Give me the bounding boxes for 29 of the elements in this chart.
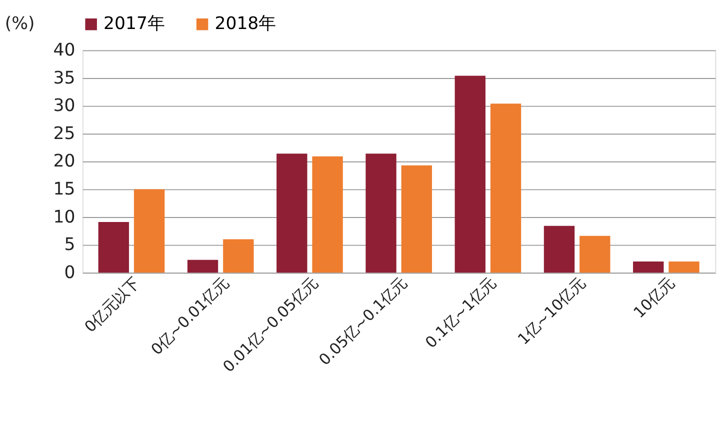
x-tick-label: 0亿元以下 [81, 274, 144, 336]
bar [633, 262, 664, 273]
bar [490, 104, 522, 273]
x-tick-label: 0.1亿~1亿元 [422, 274, 500, 352]
bar [223, 239, 254, 273]
y-tick-label: 40 [53, 40, 76, 60]
bar [187, 260, 218, 273]
bar [312, 156, 343, 273]
bar [544, 226, 575, 273]
y-tick-label: 35 [53, 68, 76, 88]
y-tick-label: 0 [64, 262, 76, 283]
x-tick-label: 10亿元 [630, 274, 678, 322]
bar [366, 154, 396, 273]
bar [401, 165, 432, 273]
bar [668, 262, 700, 273]
bar [580, 236, 610, 273]
y-tick-label: 10 [53, 207, 76, 228]
bar [276, 154, 308, 273]
y-tick-label: 5 [64, 235, 76, 256]
y-axis-title: (%) [4, 14, 35, 34]
y-tick-label: 20 [53, 152, 76, 172]
y-tick-label: 25 [53, 124, 76, 144]
y-tick-label: 30 [53, 96, 76, 116]
bar [98, 222, 129, 273]
y-tick-label: 15 [53, 180, 76, 200]
legend-label: 2017年 [104, 14, 164, 34]
bar [134, 189, 165, 273]
bar [454, 76, 486, 273]
legend-label: 2018年 [214, 14, 276, 34]
